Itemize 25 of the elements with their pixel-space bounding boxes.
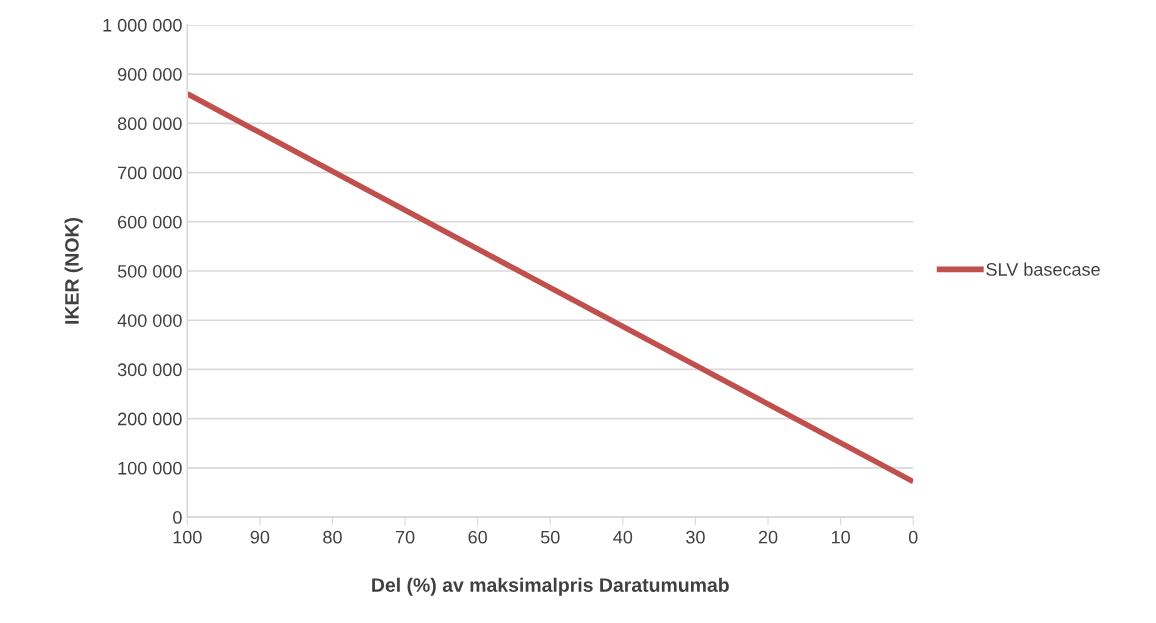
x-tick-label: 0 — [908, 530, 918, 544]
y-tick-label: 1 000 000 — [103, 18, 182, 32]
y-axis-title: IKER (NOK) — [64, 217, 83, 324]
x-tick-label: 80 — [323, 530, 342, 544]
y-tick-label: 600 000 — [118, 215, 182, 229]
x-tick-label: 10 — [831, 530, 850, 544]
x-tick-label: 70 — [395, 530, 415, 544]
x-tick-label: 40 — [613, 530, 633, 544]
y-tick-label: 400 000 — [117, 314, 182, 327]
x-axis-title: Del (%) av maksimalpris Daratumumab — [372, 577, 729, 596]
x-tick-label: 100 — [173, 530, 202, 544]
x-tick-label: 20 — [758, 530, 778, 544]
y-tick-label: 700 000 — [118, 166, 182, 180]
y-tick-label: 100 000 — [118, 461, 182, 475]
legend-label: SLV basecase — [986, 262, 1100, 276]
x-tick-label: 90 — [250, 530, 270, 544]
y-tick-label: 800 000 — [117, 117, 182, 131]
x-tick-label: 60 — [468, 530, 487, 544]
y-tick-label: 0 — [173, 511, 182, 524]
y-tick-label: 900 000 — [118, 68, 182, 81]
y-tick-label: 500 000 — [117, 264, 182, 278]
x-tick-label: 50 — [540, 530, 560, 544]
y-tick-label: 200 000 — [118, 412, 182, 426]
y-tick-label: 300 000 — [117, 363, 182, 377]
x-tick-label: 30 — [686, 530, 705, 544]
